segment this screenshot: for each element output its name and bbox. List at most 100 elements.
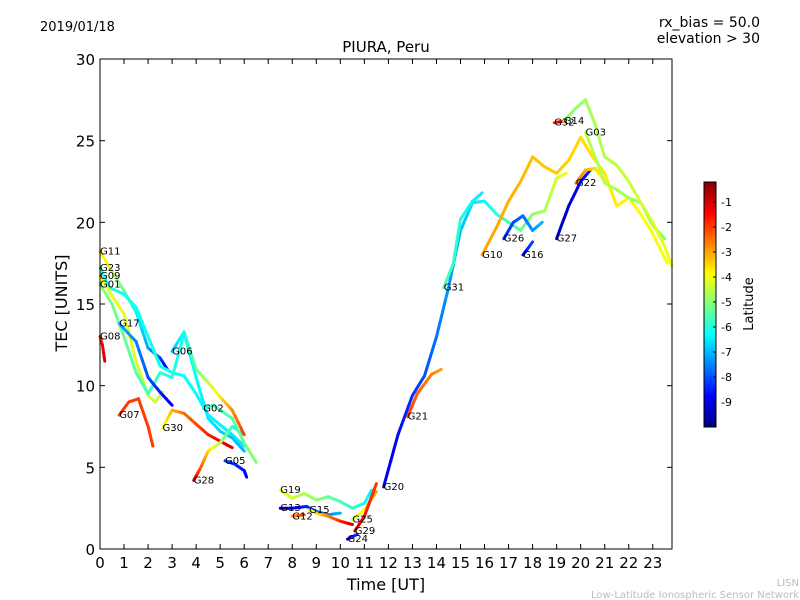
- satellite-label-G11: G11: [100, 247, 120, 258]
- x-tick-label: 21: [595, 554, 614, 572]
- y-axis-label: TEC [UNITS]: [52, 255, 71, 353]
- series-segment: [194, 376, 201, 390]
- series-segment: [167, 400, 174, 407]
- series-segment: [403, 403, 411, 417]
- x-tick-label: 22: [619, 554, 638, 572]
- series-segment: [347, 522, 354, 526]
- series-segment: [122, 312, 129, 328]
- series-G12: [290, 513, 306, 518]
- y-tick-label: 10: [76, 378, 95, 396]
- satellite-label-G30: G30: [163, 423, 183, 434]
- colorbar-tick-label: -9: [721, 396, 732, 409]
- satellite-label-G16: G16: [523, 250, 543, 261]
- series-segment: [371, 482, 378, 494]
- series-segment: [170, 365, 177, 379]
- x-axis-label: Time [UT]: [346, 575, 425, 594]
- satellite-label-G01: G01: [100, 279, 120, 290]
- x-tick-label: 12: [379, 554, 398, 572]
- series-segment: [122, 335, 129, 348]
- satellite-label-G31: G31: [444, 283, 464, 294]
- series-G20: [382, 171, 568, 489]
- series-segment: [423, 364, 429, 378]
- x-tick-label: 20: [571, 554, 590, 572]
- series-G15: [307, 508, 354, 526]
- series-segment: [203, 406, 210, 420]
- y-tick-label: 5: [85, 459, 95, 477]
- series-segment: [137, 319, 144, 332]
- series-segment: [140, 358, 147, 370]
- series-G08: [98, 335, 107, 363]
- series-segment: [173, 354, 180, 368]
- x-axis: 0 1 2 3 4 5 6 7 8 9 10 11 12 13 14 15 16 17 18 19 20 21 22 23: [95, 59, 662, 572]
- series-segment: [528, 240, 535, 247]
- colorbar-tick-label: -4: [721, 271, 732, 284]
- satellite-label-G28: G28: [194, 475, 214, 486]
- series-G19: [278, 488, 374, 510]
- footer-network: Low-Latitude Ionospheric Sensor Network: [591, 590, 799, 600]
- colorbar-tick-label: -3: [721, 246, 732, 259]
- series-segment: [131, 362, 138, 375]
- series-G10: [480, 135, 669, 265]
- series-segment: [239, 427, 246, 437]
- satellite-label-G24: G24: [348, 534, 368, 545]
- satellite-label-G07: G07: [119, 410, 139, 421]
- series-segment: [371, 490, 378, 498]
- x-tick-label: 15: [451, 554, 470, 572]
- satellite-label-G22: G22: [576, 178, 596, 189]
- series-segment: [102, 355, 107, 363]
- x-tick-label: 9: [312, 554, 322, 572]
- x-tick-label: 1: [119, 554, 129, 572]
- series-segment: [389, 446, 396, 463]
- colorbar-tick-label: -1: [721, 196, 732, 209]
- series-segment: [128, 353, 135, 366]
- satellite-label-G20: G20: [384, 482, 404, 493]
- series-segment: [396, 423, 404, 437]
- series-segment: [407, 394, 414, 407]
- series-segment: [224, 443, 234, 450]
- series-segment: [182, 330, 189, 343]
- x-tick-label: 14: [427, 554, 446, 572]
- x-tick-label: 8: [287, 554, 297, 572]
- series-segment: [438, 310, 444, 326]
- y-axis: 0 5 10 15 20 25 30: [76, 51, 672, 559]
- series-segment: [441, 298, 447, 314]
- x-tick-label: 0: [95, 554, 105, 572]
- x-tick-label: 3: [167, 554, 177, 572]
- colorbar-tick-label: -2: [721, 221, 732, 234]
- series-segment: [251, 456, 258, 464]
- series-G28: [192, 425, 246, 482]
- series-segment: [451, 250, 457, 265]
- satellite-label-G08: G08: [100, 332, 120, 343]
- x-tick-label: 16: [475, 554, 494, 572]
- series-segment: [385, 459, 393, 476]
- series-segment: [197, 386, 204, 400]
- series-segment: [131, 347, 138, 363]
- series-segment: [185, 339, 192, 352]
- x-tick-label: 11: [355, 554, 374, 572]
- satellite-label-G14: G14: [564, 116, 584, 127]
- chart-title: PIURA, Peru: [342, 38, 429, 56]
- y-tick-label: 0: [85, 541, 95, 559]
- date-label: 2019/01/18: [40, 20, 115, 35]
- series-segment: [437, 367, 443, 373]
- series-segment: [176, 342, 183, 357]
- satellite-label-G32: G32: [554, 118, 574, 129]
- satellite-label-G13: G13: [280, 503, 300, 514]
- series-segment: [400, 413, 407, 427]
- x-tick-label: 6: [239, 554, 249, 572]
- series-segment: [447, 271, 453, 290]
- x-tick-label: 2: [143, 554, 153, 572]
- satellite-label-G29: G29: [355, 526, 375, 537]
- y-tick-label: 15: [76, 296, 95, 314]
- elevation-label: elevation > 30: [657, 31, 760, 47]
- series-G16: [521, 240, 535, 257]
- satellite-label-G27: G27: [557, 234, 577, 245]
- series-G31: [442, 191, 484, 290]
- x-tick-label: 13: [403, 554, 422, 572]
- series-G17: [117, 322, 174, 407]
- colorbar-tick-label: -6: [721, 321, 732, 334]
- satellite-label-G25: G25: [352, 515, 372, 526]
- series-segment: [134, 340, 141, 353]
